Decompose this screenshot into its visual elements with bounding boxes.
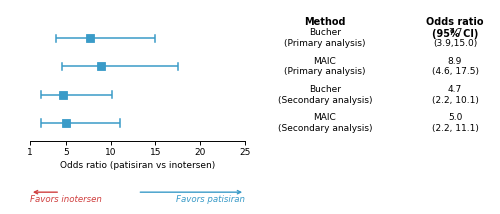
X-axis label: Odds ratio (patisiran vs inotersen): Odds ratio (patisiran vs inotersen)	[60, 161, 215, 170]
Text: Odds ratio
(95% CI): Odds ratio (95% CI)	[426, 17, 484, 39]
Text: MAIC
(Primary analysis): MAIC (Primary analysis)	[284, 57, 366, 76]
Text: Bucher
(Secondary analysis): Bucher (Secondary analysis)	[278, 85, 372, 105]
Text: Favors inotersen: Favors inotersen	[30, 195, 102, 204]
Text: Bucher
(Primary analysis): Bucher (Primary analysis)	[284, 28, 366, 48]
Text: Favors patisiran: Favors patisiran	[176, 195, 245, 204]
Text: 8.9
(4.6, 17.5): 8.9 (4.6, 17.5)	[432, 57, 478, 76]
Text: 7.7
(3.9,15.0): 7.7 (3.9,15.0)	[433, 28, 477, 48]
Text: 4.7
(2.2, 10.1): 4.7 (2.2, 10.1)	[432, 85, 478, 105]
Text: MAIC
(Secondary analysis): MAIC (Secondary analysis)	[278, 113, 372, 133]
Text: 5.0
(2.2, 11.1): 5.0 (2.2, 11.1)	[432, 113, 478, 133]
Text: Method: Method	[304, 17, 346, 27]
